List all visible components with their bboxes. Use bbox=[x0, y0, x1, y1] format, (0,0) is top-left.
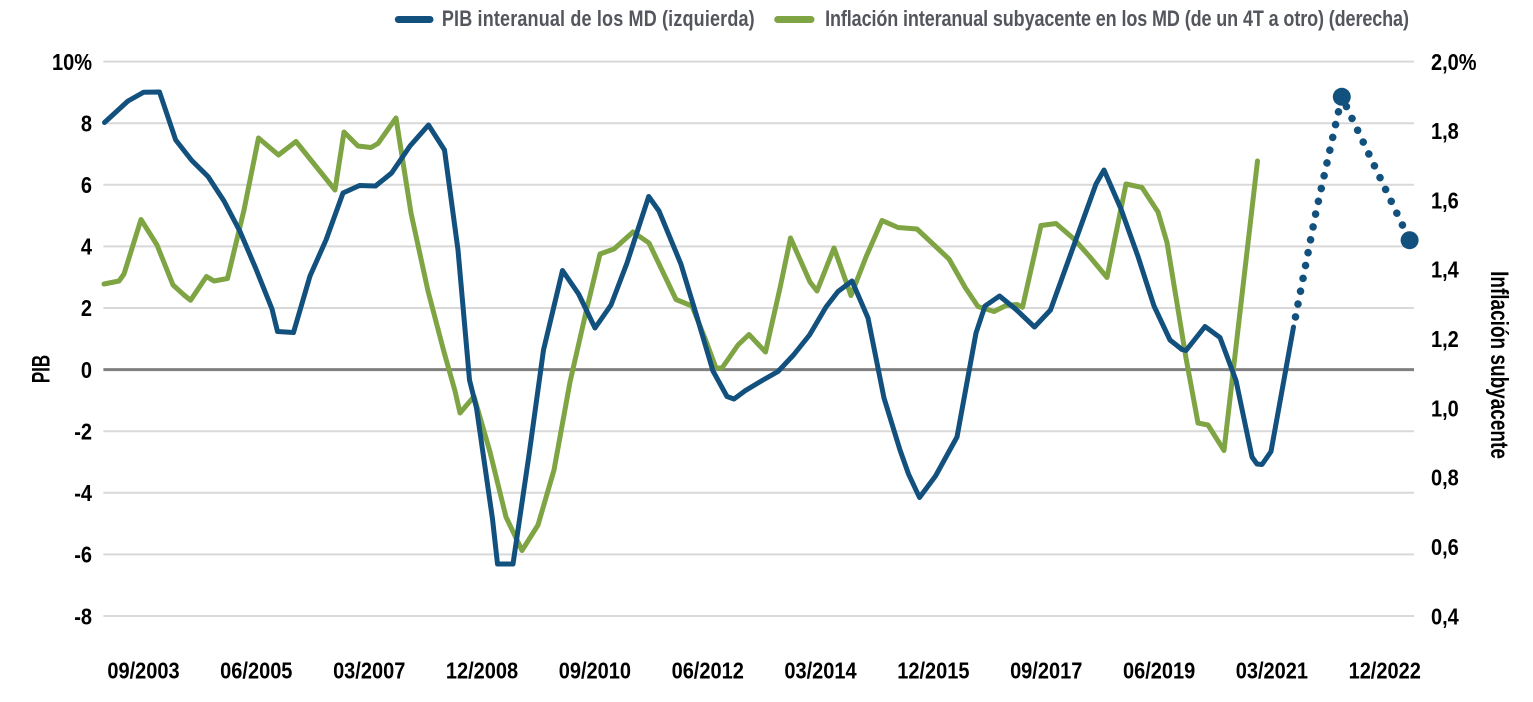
svg-text:6: 6 bbox=[81, 172, 92, 199]
svg-text:06/2012: 06/2012 bbox=[672, 657, 744, 684]
svg-text:2,0%: 2,0% bbox=[1431, 48, 1477, 75]
svg-text:10%: 10% bbox=[52, 48, 92, 75]
svg-text:09/2017: 09/2017 bbox=[1010, 657, 1082, 684]
svg-text:4: 4 bbox=[81, 233, 92, 260]
svg-text:03/2007: 03/2007 bbox=[333, 657, 405, 684]
svg-text:-6: -6 bbox=[74, 541, 92, 568]
svg-text:06/2005: 06/2005 bbox=[220, 657, 292, 684]
svg-text:09/2003: 09/2003 bbox=[107, 657, 179, 684]
svg-text:PIB interanual de los MD (izqu: PIB interanual de los MD (izquierda) bbox=[442, 7, 755, 31]
svg-text:03/2014: 03/2014 bbox=[784, 657, 856, 684]
svg-text:06/2019: 06/2019 bbox=[1123, 657, 1195, 684]
svg-text:0,6: 0,6 bbox=[1431, 534, 1459, 561]
svg-text:12/2015: 12/2015 bbox=[897, 657, 969, 684]
svg-text:1,2: 1,2 bbox=[1431, 326, 1459, 353]
svg-text:12/2022: 12/2022 bbox=[1349, 657, 1421, 684]
svg-text:1,0: 1,0 bbox=[1431, 395, 1459, 422]
svg-text:1,6: 1,6 bbox=[1431, 187, 1459, 214]
svg-text:Inflación subyacente: Inflación subyacente bbox=[1485, 271, 1513, 459]
svg-text:2: 2 bbox=[81, 295, 92, 322]
svg-text:12/2008: 12/2008 bbox=[446, 657, 518, 684]
svg-text:0,8: 0,8 bbox=[1431, 464, 1459, 491]
svg-text:1,4: 1,4 bbox=[1431, 256, 1459, 283]
svg-text:PIB: PIB bbox=[29, 355, 56, 383]
svg-text:1,8: 1,8 bbox=[1431, 118, 1459, 145]
svg-text:-2: -2 bbox=[74, 418, 92, 445]
svg-text:0: 0 bbox=[81, 356, 92, 383]
svg-text:0,4: 0,4 bbox=[1431, 603, 1459, 630]
svg-text:8: 8 bbox=[81, 110, 92, 137]
svg-text:-8: -8 bbox=[74, 603, 92, 630]
svg-text:03/2021: 03/2021 bbox=[1236, 657, 1308, 684]
svg-text:09/2010: 09/2010 bbox=[559, 657, 631, 684]
svg-text:-4: -4 bbox=[74, 480, 92, 507]
svg-text:Inflación interanual subyacent: Inflación interanual subyacente en los M… bbox=[825, 7, 1409, 31]
